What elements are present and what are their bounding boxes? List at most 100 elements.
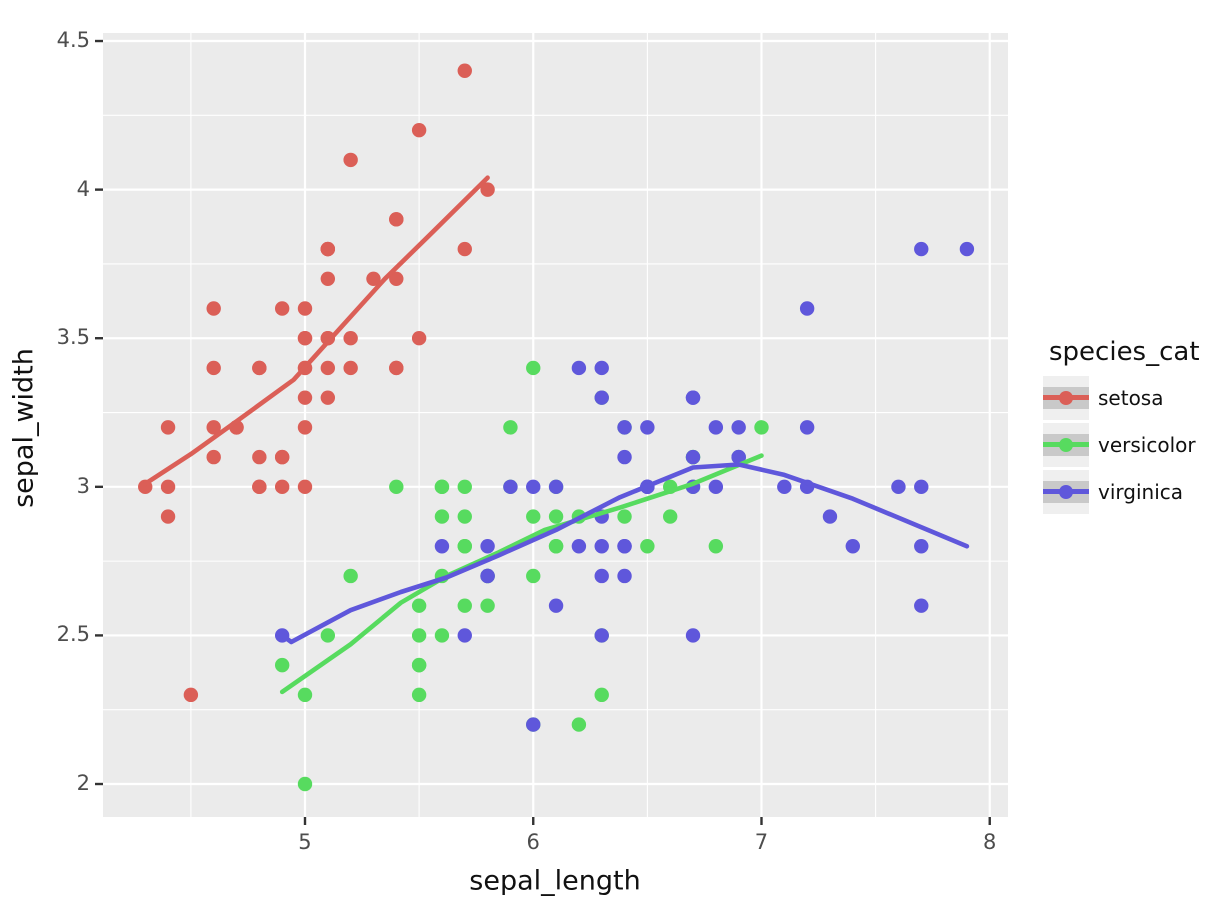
data-point-virginica [526,717,541,732]
data-point-versicolor [503,420,518,435]
data-point-versicolor [411,687,427,703]
data-point-versicolor [480,598,495,613]
data-point-virginica [617,539,632,554]
data-point-virginica [845,539,860,554]
x-tick-label: 5 [298,830,312,854]
data-point-versicolor [434,479,450,495]
data-point-virginica [594,628,609,643]
y-tick-label: 4.5 [56,28,90,53]
data-point-virginica [708,420,724,435]
data-point-versicolor [662,509,678,524]
data-point-virginica [617,449,632,465]
data-point-setosa [343,152,358,168]
data-point-setosa [343,331,358,346]
y-tick-label: 3.5 [56,325,90,350]
data-point-versicolor [526,509,541,524]
series-points-setosa [138,63,495,703]
data-point-setosa [320,271,336,286]
legend-key-dot [1059,391,1073,405]
data-point-setosa [343,360,358,376]
x-tick-label: 6 [526,830,540,854]
y-tick-label: 2 [76,771,90,796]
data-point-setosa [411,122,427,138]
y-tick-label: 3 [76,473,90,498]
legend-label-setosa: setosa [1098,386,1164,410]
data-point-virginica [822,509,838,524]
data-point-virginica [571,360,587,376]
plot-panel [103,33,1008,817]
legend-key-dot [1059,438,1073,452]
data-point-virginica [685,449,701,465]
data-point-virginica [594,568,609,584]
data-point-versicolor [411,628,427,643]
legend-item-setosa: setosa [1043,376,1200,420]
legend-key-dot [1059,485,1073,499]
x-tick-label: 7 [754,830,769,854]
data-point-versicolor [708,539,724,554]
data-point-setosa [320,390,336,405]
data-point-versicolor [617,509,632,524]
data-point-setosa [206,420,221,435]
data-point-setosa [389,360,404,376]
legend-key-setosa [1043,376,1089,420]
data-point-versicolor [457,539,472,554]
data-point-versicolor [297,776,313,792]
data-point-versicolor [411,598,427,613]
data-point-virginica [526,479,541,495]
data-point-versicolor [297,687,313,703]
legend: species_cat setosa versicolor virginica [1043,337,1200,517]
data-point-virginica [548,598,564,613]
legend-items: setosa versicolor virginica [1043,376,1200,514]
data-point-virginica [777,479,792,495]
data-point-setosa [457,63,472,78]
data-point-setosa [297,479,313,495]
smooth-line-versicolor [279,453,764,695]
data-point-versicolor [526,568,541,584]
data-point-virginica [731,449,746,465]
data-point-virginica [799,301,815,316]
data-point-versicolor [320,628,336,643]
data-point-virginica [799,420,815,435]
data-point-setosa [252,449,267,465]
data-point-setosa [160,479,176,495]
data-point-virginica [731,420,746,435]
data-point-setosa [252,360,267,376]
data-point-virginica [685,628,701,643]
smooth-line-virginica [279,462,970,645]
legend-title: species_cat [1049,337,1200,367]
data-point-virginica [571,539,587,554]
x-tick-label: 8 [983,830,997,854]
data-point-setosa [252,479,267,495]
y-tick-label: 2.5 [56,622,90,647]
data-point-versicolor [343,568,358,584]
y-axis-title: sepal_width [8,348,40,508]
data-point-versicolor [457,598,472,613]
data-point-virginica [594,539,609,554]
data-point-versicolor [411,657,427,673]
data-point-versicolor [434,509,450,524]
data-point-virginica [891,479,906,495]
data-point-setosa [297,301,313,316]
data-point-versicolor [274,657,290,673]
data-point-setosa [320,241,336,257]
data-point-versicolor [434,628,450,643]
data-point-virginica [480,568,495,584]
data-point-versicolor [548,539,564,554]
data-point-setosa [297,420,313,435]
data-point-versicolor [594,687,609,703]
data-point-versicolor [571,717,587,732]
data-point-virginica [480,539,495,554]
data-point-virginica [503,479,518,495]
data-point-virginica [685,390,701,405]
legend-item-virginica: virginica [1043,470,1200,514]
data-point-versicolor [526,360,541,376]
data-point-virginica [914,479,929,495]
data-point-versicolor [548,509,564,524]
data-point-setosa [389,212,404,227]
data-point-versicolor [640,539,655,554]
data-point-versicolor [457,479,472,495]
legend-label-virginica: virginica [1098,480,1183,504]
data-point-virginica [457,628,472,643]
x-axis-title: sepal_length [469,865,641,897]
